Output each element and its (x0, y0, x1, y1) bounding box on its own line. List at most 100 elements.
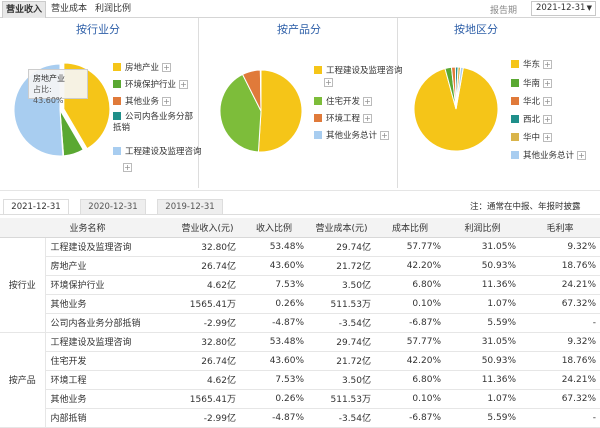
legend-item: 华南 + (511, 77, 553, 89)
business-table: 业务名称 营业收入(元) 收入比例 营业成本(元) 成本比例 利润比例 毛利率 … (0, 218, 600, 428)
table-row: 其他业务 1565.41万 0.26% 511.53万 0.10% 1.07% 67.32% (0, 294, 600, 314)
cell-cost: 21.72亿 (308, 256, 376, 276)
region-panel: 按地区分 华东 + 华南 + 华北 + 西北 + 华中 + 其他业务总计 + (398, 18, 600, 188)
cell-name: 工程建设及监理咨询 (45, 332, 176, 352)
tab-revenue[interactable]: 营业收入 (2, 1, 46, 18)
cell-profit-ratio: 31.05% (445, 237, 521, 257)
cell-cost: 3.50亿 (308, 370, 376, 390)
section-divider (0, 190, 600, 191)
plus-icon[interactable]: + (363, 114, 373, 123)
cell-cost: 511.53万 (308, 294, 376, 314)
pie-slice[interactable] (259, 69, 262, 112)
cell-name: 其他业务 (45, 389, 176, 409)
cell-profit-ratio: 31.05% (445, 332, 521, 352)
cell-revenue-ratio: -4.87% (240, 313, 309, 333)
legend-label: 华中 (523, 133, 541, 143)
plus-icon[interactable]: + (162, 97, 172, 106)
cell-cost-ratio: 0.10% (375, 389, 446, 409)
cell-cost: 3.50亿 (308, 275, 376, 295)
header-profit-ratio: 利润比例 (445, 218, 521, 238)
region-panel-title: 按地区分 (454, 23, 498, 36)
cell-name: 内部抵销 (45, 408, 176, 428)
legend-swatch (113, 63, 121, 71)
table-row: 环境工程 4.62亿 7.53% 3.50亿 6.80% 11.36% 24.21% (0, 370, 600, 390)
disclosure-note: 注：通常在中报、年报时披露 (470, 202, 581, 212)
group-label: 按产品 (0, 332, 46, 428)
plus-icon[interactable]: + (543, 133, 553, 142)
cell-gross-margin: 67.32% (520, 389, 600, 409)
cell-revenue-ratio: 0.26% (240, 294, 309, 314)
table-body: 按行业 工程建设及监理咨询 32.80亿 53.48% 29.74亿 57.77% 31.0… (0, 237, 600, 428)
plus-icon[interactable]: + (543, 115, 553, 124)
tab-profit-ratio[interactable]: 利润比例 (94, 4, 131, 14)
legend-swatch (113, 80, 121, 88)
plus-icon[interactable]: + (380, 131, 390, 140)
plus-icon[interactable]: + (179, 80, 189, 89)
plus-icon[interactable]: + (577, 151, 587, 160)
legend-label: 华北 (523, 97, 541, 107)
cell-revenue-ratio: 53.48% (240, 237, 309, 257)
table-row: 按产品 工程建设及监理咨询 32.80亿 53.48% 29.74亿 57.77% 31.0… (0, 332, 600, 428)
year-tab-2019[interactable]: 2019-12-31 (157, 199, 223, 215)
legend-item: 工程建设及监理咨询 (314, 64, 403, 76)
legend-swatch (511, 133, 519, 141)
cell-gross-margin: - (520, 408, 600, 428)
pie-slice[interactable] (219, 73, 262, 153)
cell-revenue: 32.80亿 (175, 237, 241, 257)
cell-gross-margin: 24.21% (520, 370, 600, 390)
cell-cost: 29.74亿 (308, 332, 376, 352)
cell-name: 工程建设及监理咨询 (45, 237, 176, 257)
cell-revenue: 26.74亿 (175, 256, 241, 276)
plus-icon[interactable]: + (543, 79, 553, 88)
legend-swatch (314, 114, 322, 122)
plus-icon[interactable]: + (543, 60, 553, 69)
year-tab-2021[interactable]: 2021-12-31 (3, 199, 69, 215)
cell-profit-ratio: 1.07% (445, 389, 521, 409)
cell-revenue-ratio: 53.48% (240, 332, 309, 352)
table-header-row: 业务名称 营业收入(元) 收入比例 营业成本(元) 成本比例 利润比例 毛利率 (0, 218, 600, 238)
tooltip-ratio: 占比: 43.60% (33, 85, 64, 105)
plus-icon[interactable]: + (543, 97, 553, 106)
cell-gross-margin: 24.21% (520, 275, 600, 295)
pie-slice[interactable] (455, 66, 464, 110)
table-row: 内部抵销 -2.99亿 -4.87% -3.54亿 -6.87% 5.59% - (0, 408, 600, 428)
legend-swatch (314, 131, 322, 139)
legend-label: 环境工程 (326, 114, 361, 124)
table-row: 环境保护行业 4.62亿 7.53% 3.50亿 6.80% 11.36% 24.21% (0, 275, 600, 295)
cell-revenue: 1565.41万 (175, 294, 241, 314)
report-date-value: 2021-12-31 (536, 3, 586, 13)
cell-cost: -3.54亿 (308, 408, 376, 428)
pie-slice[interactable] (257, 69, 303, 153)
table-row: 公司内各业务分部抵销 -2.99亿 -4.87% -3.54亿 -6.87% 5.59% - (0, 313, 600, 333)
cell-gross-margin: 67.32% (520, 294, 600, 314)
region-pie-chart[interactable] (410, 63, 502, 155)
cell-name: 房地产业 (45, 256, 176, 276)
legend-item: 华北 + (511, 95, 553, 107)
plus-icon[interactable]: + (162, 63, 172, 72)
report-date-select[interactable]: 2021-12-31 ▼ (531, 1, 596, 16)
cell-cost-ratio: 57.77% (375, 237, 446, 257)
year-tab-2020[interactable]: 2020-12-31 (80, 199, 146, 215)
pie-slice[interactable] (413, 67, 499, 152)
plus-icon[interactable]: + (324, 78, 333, 87)
cell-gross-margin: 18.76% (520, 256, 600, 276)
legend-item: 住宅开发 + (314, 95, 373, 107)
plus-icon[interactable]: + (123, 163, 132, 172)
group-label: 按行业 (0, 237, 46, 333)
plus-icon[interactable]: + (363, 97, 373, 106)
product-panel: 按产品分 工程建设及监理咨询 + 住宅开发 + 环境工程 + 其他业务总计 + (199, 18, 403, 188)
cell-gross-margin: 18.76% (520, 351, 600, 371)
cell-cost: 511.53万 (308, 389, 376, 409)
legend-item: 其他业务总计 + (511, 149, 587, 161)
tab-cost[interactable]: 营业成本 (50, 4, 87, 14)
cell-revenue: 4.62亿 (175, 370, 241, 390)
legend-item: 公司内各业务分部抵销 (113, 112, 195, 134)
cell-cost-ratio: -6.87% (375, 313, 446, 333)
legend-swatch (113, 97, 121, 105)
product-pie-chart[interactable] (216, 66, 306, 156)
cell-name: 住宅开发 (45, 351, 176, 371)
table-row: 住宅开发 26.74亿 43.60% 21.72亿 42.20% 50.93% 18.76% (0, 351, 600, 371)
table-row: 其他业务 1565.41万 0.26% 511.53万 0.10% 1.07% 67.32% (0, 389, 600, 409)
product-panel-title: 按产品分 (277, 23, 321, 36)
cell-cost: -3.54亿 (308, 313, 376, 333)
